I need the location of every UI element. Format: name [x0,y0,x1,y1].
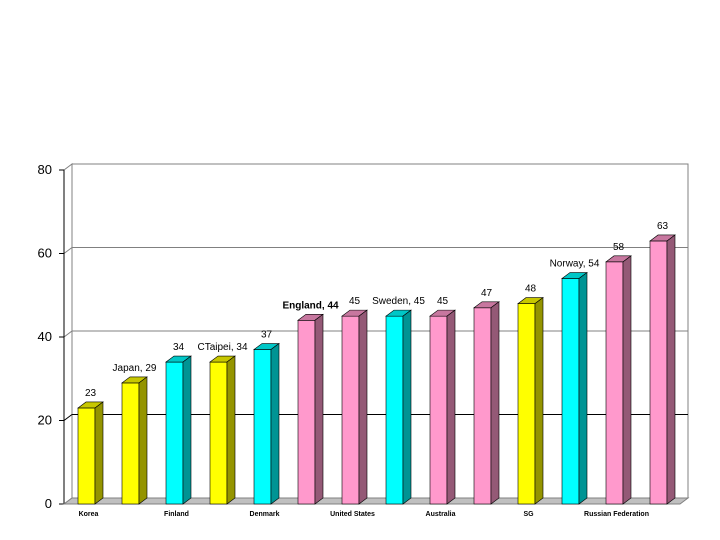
bar [121,382,140,505]
x-category-label: SG [523,511,534,518]
x-category-label: Finland [164,511,189,518]
data-label: 45 [349,296,361,307]
data-label: 58 [613,242,625,253]
data-label: Japan, 29 [113,363,157,374]
bar [209,361,228,505]
bar [297,319,316,505]
bar [561,278,580,505]
bar-side [446,309,456,505]
bar [253,349,272,505]
x-category-label: United States [330,511,375,518]
data-label: 37 [261,330,273,341]
y-tick-label: 40 [38,329,52,344]
data-label: 34 [173,342,185,353]
data-label: Norway, 54 [550,259,600,270]
bar [605,261,624,505]
x-category-label: Denmark [250,511,280,518]
bar-side [94,401,104,505]
bar-side [226,355,236,505]
x-category-label: Korea [79,511,99,518]
bar [473,307,492,505]
data-label: 63 [657,221,669,232]
bar-side [402,309,412,505]
bar-side [666,234,676,505]
data-label: CTaipei, 34 [197,342,247,353]
bar [77,407,96,505]
data-label: Sweden, 45 [372,296,425,307]
bar-side [534,297,544,505]
bar [341,315,360,505]
plot-floor [62,497,690,505]
x-category-label: Australia [426,511,456,518]
bar [429,315,448,505]
bar-side [622,255,632,505]
y-tick-label: 0 [45,496,52,511]
bar-side [358,309,368,505]
data-label: 48 [525,284,537,295]
x-category-label: Russian Federation [584,511,649,518]
data-label: England, 44 [282,300,339,311]
y-tick-label: 80 [38,162,52,177]
bar-side [138,376,148,505]
bar-side [182,355,192,505]
bar [385,315,404,505]
bar-side [490,301,500,505]
bar [517,303,536,505]
bar-side [578,271,588,505]
bar [165,361,184,505]
gridline [63,247,688,254]
data-label: 23 [85,388,97,399]
y-tick-label: 20 [38,413,52,428]
bar [649,240,668,505]
data-label: 45 [437,296,449,307]
data-label: 47 [481,288,493,299]
bar-side [270,342,280,505]
y-tick-label: 60 [38,246,52,261]
bar-side [314,313,324,505]
